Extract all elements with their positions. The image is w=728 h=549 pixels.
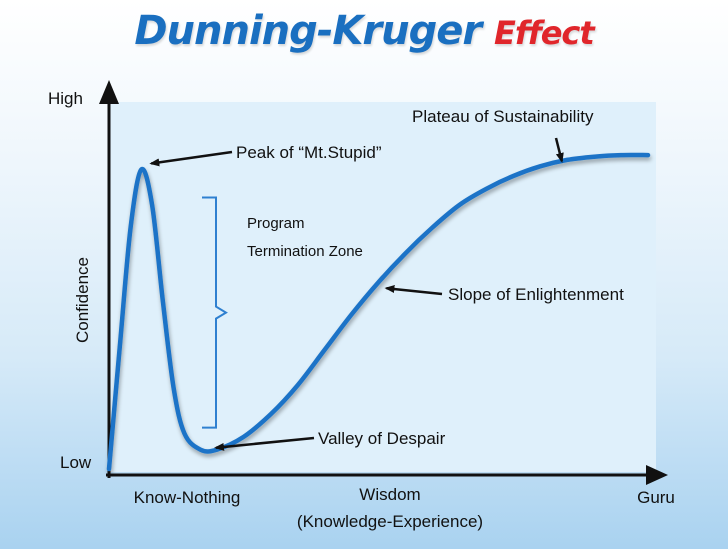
termination-zone-bracket (202, 196, 228, 429)
chart-title: Dunning-Kruger Effect (0, 8, 728, 54)
x-axis-sublabel: (Knowledge-Experience) (297, 512, 483, 531)
peak-label: Peak of “Mt.Stupid” (236, 143, 382, 162)
zone-label-line-2: Termination Zone (247, 243, 363, 260)
confidence-curve (106, 152, 651, 472)
peak-arrow (149, 150, 233, 167)
x-axis-label: Wisdom (359, 485, 420, 504)
plot-background (109, 102, 656, 472)
valley-arrow (214, 436, 315, 451)
x-axis-arrow (646, 465, 668, 485)
y-tick-high: High (48, 89, 83, 108)
slope-label: Slope of Enlightenment (448, 285, 624, 304)
title-part2: Effect (494, 14, 595, 52)
slope-arrow (384, 285, 443, 296)
plateau-label: Plateau of Sustainability (412, 107, 594, 126)
title-part1: Dunning-Kruger (134, 8, 482, 54)
zone-label-line-1: Program (247, 215, 305, 232)
valley-label: Valley of Despair (318, 429, 446, 448)
y-axis-arrow (99, 80, 119, 104)
y-axis-label: Confidence (73, 257, 92, 343)
plateau-arrow (554, 137, 564, 164)
x-tick-guru: Guru (637, 488, 675, 507)
y-tick-low: Low (60, 453, 92, 472)
x-tick-know-nothing: Know-Nothing (134, 488, 241, 507)
